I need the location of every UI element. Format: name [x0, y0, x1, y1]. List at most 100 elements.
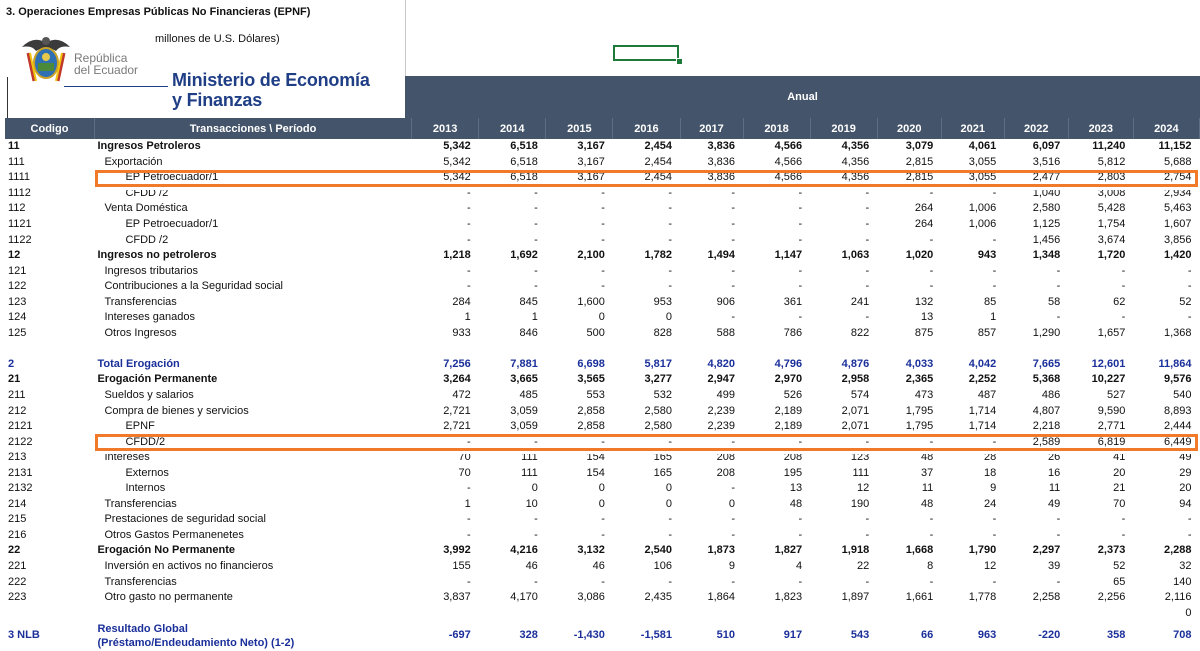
value-cell[interactable]	[680, 605, 743, 621]
value-cell[interactable]: 510	[716, 629, 736, 642]
value-cell[interactable]: -	[865, 311, 870, 324]
value-cell[interactable]: 2,540	[644, 544, 672, 557]
value-cell[interactable]: 1,790	[968, 544, 997, 557]
value-cell[interactable]: 2,454	[644, 171, 672, 184]
value-cell[interactable]: 48	[920, 497, 934, 510]
value-cell[interactable]: 70	[458, 466, 471, 479]
value-cell[interactable]: 963	[977, 629, 997, 642]
value-cell[interactable]: 1,368	[1163, 326, 1192, 339]
value-cell[interactable]: -	[1121, 311, 1126, 324]
row-code[interactable]: 12	[8, 249, 21, 262]
value-cell[interactable]: -	[1121, 513, 1126, 526]
value-cell[interactable]: 2,754	[1163, 171, 1192, 184]
value-cell[interactable]: 543	[850, 629, 870, 642]
value-cell[interactable]: 3,055	[968, 155, 997, 168]
column-header-year[interactable]: 2015	[545, 118, 614, 139]
value-cell[interactable]: 1,607	[1163, 218, 1192, 230]
value-cell[interactable]: 10,227	[1091, 373, 1126, 386]
row-label[interactable]: Ingresos tributarios	[104, 264, 198, 277]
value-cell[interactable]: 358	[1106, 629, 1126, 642]
value-cell[interactable]: 165	[653, 451, 672, 464]
value-cell[interactable]: 48	[920, 451, 934, 464]
value-cell[interactable]: 2,373	[1097, 544, 1126, 557]
value-cell[interactable]: -	[467, 233, 471, 246]
column-header-year[interactable]: 2013	[411, 118, 480, 139]
value-cell[interactable]: 4,170	[510, 591, 538, 604]
value-cell[interactable]: -	[668, 186, 672, 199]
value-cell[interactable]: 1	[464, 497, 471, 510]
row-label[interactable]: CFDD /2	[125, 233, 169, 246]
value-cell[interactable]: 1,147	[774, 249, 803, 262]
value-cell[interactable]: 4,356	[841, 140, 870, 153]
row-code[interactable]: 216	[8, 528, 27, 541]
value-cell[interactable]: 22	[856, 560, 870, 573]
value-cell[interactable]: 2,239	[707, 404, 736, 417]
value-cell[interactable]: 123	[850, 451, 870, 464]
row-label[interactable]: Intereses	[104, 451, 150, 464]
row-code[interactable]: 1121	[8, 218, 32, 230]
value-cell[interactable]: 154	[586, 451, 605, 464]
value-cell[interactable]: 2,580	[1032, 202, 1061, 215]
value-cell[interactable]: 3,837	[443, 591, 471, 604]
row-label[interactable]: CFDD/2	[125, 435, 166, 448]
value-cell[interactable]: 10	[525, 497, 538, 510]
column-header-year[interactable]: 2021	[941, 118, 1005, 139]
row-code[interactable]: 221	[8, 560, 27, 573]
row-code[interactable]: 222	[8, 575, 27, 588]
value-cell[interactable]: -	[731, 528, 736, 541]
value-cell[interactable]: -	[731, 513, 736, 526]
row-code[interactable]: 2131	[8, 466, 33, 479]
value-cell[interactable]: -	[929, 435, 934, 448]
value-cell[interactable]: -	[865, 513, 870, 526]
value-cell[interactable]	[1068, 605, 1133, 621]
row-label[interactable]	[94, 341, 411, 357]
value-cell[interactable]: -	[601, 202, 605, 215]
value-cell[interactable]: -	[731, 280, 736, 293]
value-cell[interactable]: 52	[1113, 560, 1126, 573]
row-code[interactable]: 1111	[8, 171, 31, 184]
value-cell[interactable]: 8,893	[1163, 404, 1192, 417]
value-cell[interactable]: 48	[789, 497, 803, 510]
value-cell[interactable]: -	[1187, 280, 1192, 293]
value-cell[interactable]: 2,100	[577, 249, 605, 262]
value-cell[interactable]	[1068, 341, 1133, 357]
value-cell[interactable]: 2,116	[1164, 591, 1192, 604]
value-cell[interactable]: 5,342	[443, 171, 471, 184]
value-cell[interactable]: 3,277	[644, 373, 672, 386]
value-cell[interactable]: 12	[984, 560, 997, 573]
value-cell[interactable]: 1,125	[1032, 218, 1061, 230]
value-cell[interactable]: 8	[927, 560, 934, 573]
row-label[interactable]: Venta Doméstica	[104, 202, 188, 215]
value-cell[interactable]: 6,097	[1032, 140, 1061, 153]
value-cell[interactable]: 1,668	[905, 544, 934, 557]
row-label[interactable]: Erogación No Permanente	[97, 544, 235, 557]
row-code[interactable]: 125	[8, 326, 27, 339]
value-cell[interactable]: 2,721	[443, 420, 471, 433]
value-cell[interactable]	[613, 605, 680, 621]
value-cell[interactable]	[546, 341, 613, 357]
value-cell[interactable]: 2,071	[841, 420, 870, 433]
value-cell[interactable]: 1,692	[510, 249, 538, 262]
value-cell[interactable]: -	[798, 186, 803, 199]
value-cell[interactable]: 66	[920, 629, 934, 642]
value-cell[interactable]: -	[534, 528, 538, 541]
value-cell[interactable]: 3,167	[577, 140, 605, 153]
row-label[interactable]: Externos	[125, 466, 169, 479]
value-cell[interactable]: 527	[1106, 389, 1126, 402]
value-cell[interactable]: -	[929, 264, 934, 277]
value-cell[interactable]: 41	[1113, 451, 1126, 464]
value-cell[interactable]: -	[668, 202, 672, 215]
row-code[interactable]: 22	[8, 544, 21, 557]
value-cell[interactable]: -	[668, 264, 672, 277]
value-cell[interactable]: -	[731, 264, 736, 277]
value-cell[interactable]: 0	[598, 482, 605, 495]
value-cell[interactable]: -	[798, 575, 803, 588]
value-cell[interactable]: -	[731, 233, 736, 246]
value-cell[interactable]: -	[601, 218, 605, 230]
value-cell[interactable]: -	[534, 280, 538, 293]
value-cell[interactable]: 1,661	[905, 591, 934, 604]
value-cell[interactable]: 70	[1113, 497, 1126, 510]
value-cell[interactable]: 2,947	[707, 373, 736, 386]
value-cell[interactable]: 3,059	[510, 404, 538, 417]
value-cell[interactable]: 140	[1173, 575, 1192, 588]
